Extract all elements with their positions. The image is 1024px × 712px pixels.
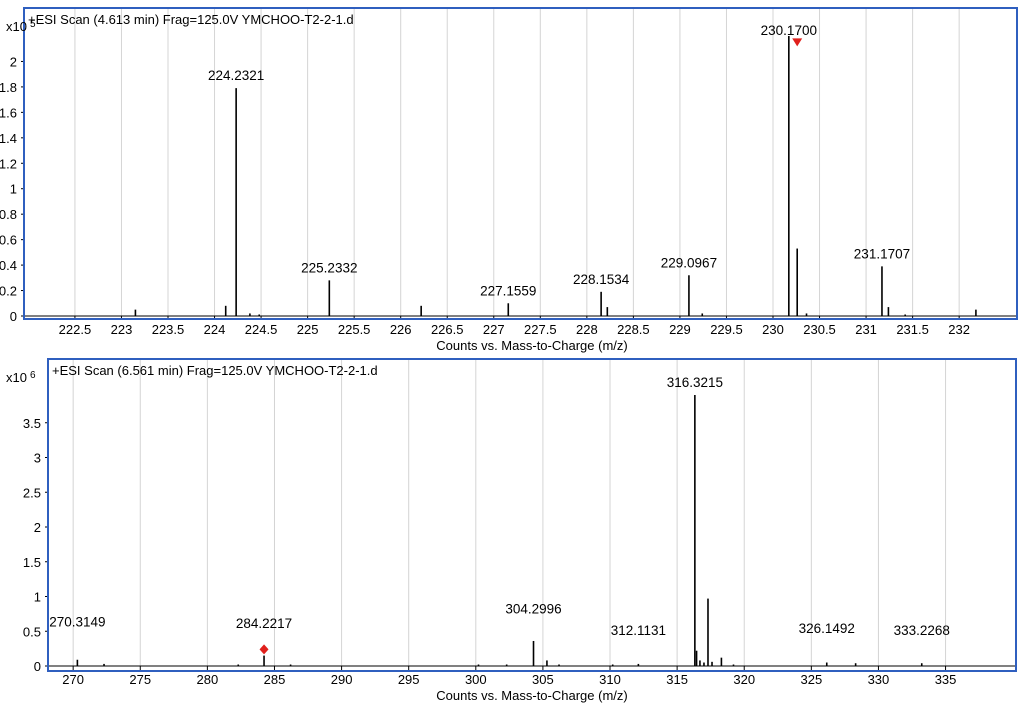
y-scale-base: x10 [6, 19, 27, 34]
y-tick-label: 1.2 [0, 156, 17, 171]
x-tick-label: 228 [576, 322, 598, 337]
peak-label: 230.1700 [761, 23, 817, 38]
x-tick-label: 295 [398, 672, 420, 687]
y-scale-exponent: 6 [30, 370, 36, 381]
peak-label: 270.3149 [49, 615, 105, 630]
y-tick-label: 1 [34, 590, 41, 605]
peak-label: 304.2996 [505, 602, 561, 617]
peak-label: 312.1131 [611, 623, 666, 638]
peak-label: 224.2321 [208, 68, 264, 83]
x-tick-label: 224.5 [245, 322, 278, 337]
x-tick-label: 228.5 [617, 322, 650, 337]
x-tick-label: 310 [599, 672, 621, 687]
x-tick-label: 320 [733, 672, 755, 687]
y-tick-label: 0.8 [0, 207, 17, 222]
scan-title: +ESI Scan (4.613 min) Frag=125.0V YMCHOO… [28, 12, 354, 27]
y-tick-label: 0.6 [0, 233, 17, 248]
y-tick-label: 2 [34, 520, 41, 535]
y-scale-factor: x10 5 [6, 19, 36, 34]
precursor-marker-icon [792, 38, 803, 47]
y-scale-factor: x10 6 [6, 370, 36, 385]
x-tick-label: 231.5 [896, 322, 929, 337]
peak-label: 231.1707 [854, 246, 910, 261]
scan-title: +ESI Scan (6.561 min) Frag=125.0V YMCHOO… [52, 363, 378, 378]
x-tick-label: 226 [390, 322, 412, 337]
y-tick-label: 1.4 [0, 131, 17, 146]
peak-label: 284.2217 [236, 616, 292, 631]
y-tick-label: 2.5 [23, 485, 41, 500]
precursor-marker-icon [259, 644, 269, 655]
y-tick-label: 1.5 [23, 555, 41, 570]
x-tick-label: 270 [62, 672, 84, 687]
x-tick-label: 225 [297, 322, 319, 337]
plot-frame [23, 7, 1018, 320]
x-tick-label: 226.5 [431, 322, 464, 337]
x-tick-label: 225.5 [338, 322, 371, 337]
x-tick-label: 335 [935, 672, 957, 687]
y-tick-label: 0.5 [23, 624, 41, 639]
spectrum-panel-2: 270 275 280 285 290 295 300 305 310 315 320 325 330 3… [6, 358, 1017, 703]
peak-label: 229.0967 [661, 255, 717, 270]
y-tick-label: 3.5 [23, 416, 41, 431]
x-tick-label: 300 [465, 672, 487, 687]
y-tick-label: 2 [10, 54, 17, 69]
x-tick-label: 230.5 [803, 322, 836, 337]
peak-label: 225.2332 [301, 260, 357, 275]
x-axis-label: Counts vs. Mass-to-Charge (m/z) [436, 688, 627, 703]
y-tick-label: 0 [34, 659, 41, 674]
peak-label: 228.1534 [573, 272, 630, 287]
x-tick-label: 275 [129, 672, 151, 687]
peak-label: 316.3215 [667, 375, 723, 390]
x-tick-label: 290 [331, 672, 353, 687]
y-tick-label: 1 [10, 182, 17, 197]
x-tick-label: 227 [483, 322, 505, 337]
x-tick-label: 229 [669, 322, 691, 337]
x-tick-label: 325 [800, 672, 822, 687]
x-tick-label: 223.5 [152, 322, 185, 337]
y-scale-base: x10 [6, 370, 27, 385]
peak-label: 333.2268 [894, 623, 950, 638]
x-tick-label: 229.5 [710, 322, 743, 337]
peak-label: 227.1559 [480, 283, 536, 298]
y-tick-label: 1.8 [0, 80, 17, 95]
x-tick-label: 227.5 [524, 322, 557, 337]
x-tick-label: 305 [532, 672, 554, 687]
x-tick-label: 280 [197, 672, 219, 687]
x-tick-label: 224 [204, 322, 226, 337]
spectrum-panel-1: 222.5 223 223.5 224 224.5 225 225.5 226 226.5 227… [0, 7, 1018, 353]
peak-label: 326.1492 [799, 621, 855, 636]
y-tick-label: 0.4 [0, 258, 17, 273]
x-tick-label: 285 [264, 672, 286, 687]
y-scale-exponent: 5 [30, 19, 36, 30]
x-tick-label: 223 [111, 322, 133, 337]
x-axis-label: Counts vs. Mass-to-Charge (m/z) [436, 338, 627, 353]
x-tick-label: 231 [855, 322, 877, 337]
plot-frame [47, 358, 1017, 672]
x-tick-label: 315 [666, 672, 688, 687]
y-tick-label: 1.6 [0, 105, 17, 120]
x-tick-label: 222.5 [59, 322, 92, 337]
x-tick-label: 230 [762, 322, 784, 337]
x-tick-label: 232 [948, 322, 970, 337]
y-tick-label: 0.2 [0, 284, 17, 299]
x-tick-label: 330 [868, 672, 890, 687]
y-tick-label: 3 [34, 451, 41, 466]
y-tick-label: 0 [10, 309, 17, 324]
